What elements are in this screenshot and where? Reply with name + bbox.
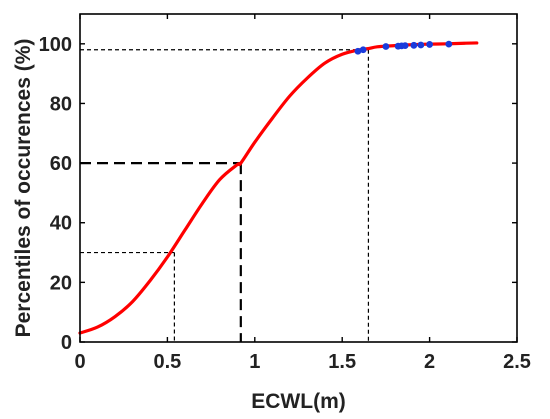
y-tick-label: 80: [50, 93, 72, 115]
y-tick-label: 60: [50, 153, 72, 175]
x-tick-label: 0: [74, 351, 85, 373]
cdf-curve-layer: [78, 41, 479, 335]
data-point: [410, 41, 418, 49]
x-tick-label: 2: [424, 351, 435, 373]
plot-frame: [79, 13, 518, 343]
y-tick-label: 0: [61, 332, 72, 354]
data-point: [359, 46, 367, 54]
data-point: [401, 42, 409, 50]
axis-ticks: 0 0.5 1 1.5 2 2.5 0 20 40 60 80 100: [39, 14, 531, 373]
reference-lines: [80, 49, 370, 342]
x-tick-label: 0.5: [153, 351, 181, 373]
y-tick-label: 100: [39, 34, 72, 56]
y-tick-label: 40: [50, 213, 72, 235]
x-tick-label: 2.5: [503, 351, 531, 373]
cdf-curve: [78, 41, 479, 335]
x-axis-label: ECWL(m): [251, 390, 345, 413]
y-tick-label: 20: [50, 272, 72, 294]
data-point: [426, 41, 433, 48]
data-points-layer: [354, 40, 453, 55]
data-point: [382, 43, 390, 50]
y-axis-label: Percentiles of occurences (%): [12, 39, 35, 338]
data-point: [417, 41, 425, 49]
data-point: [445, 40, 453, 48]
data-point: [354, 47, 362, 55]
x-tick-label: 1: [249, 351, 260, 373]
x-tick-label: 1.5: [328, 351, 356, 373]
